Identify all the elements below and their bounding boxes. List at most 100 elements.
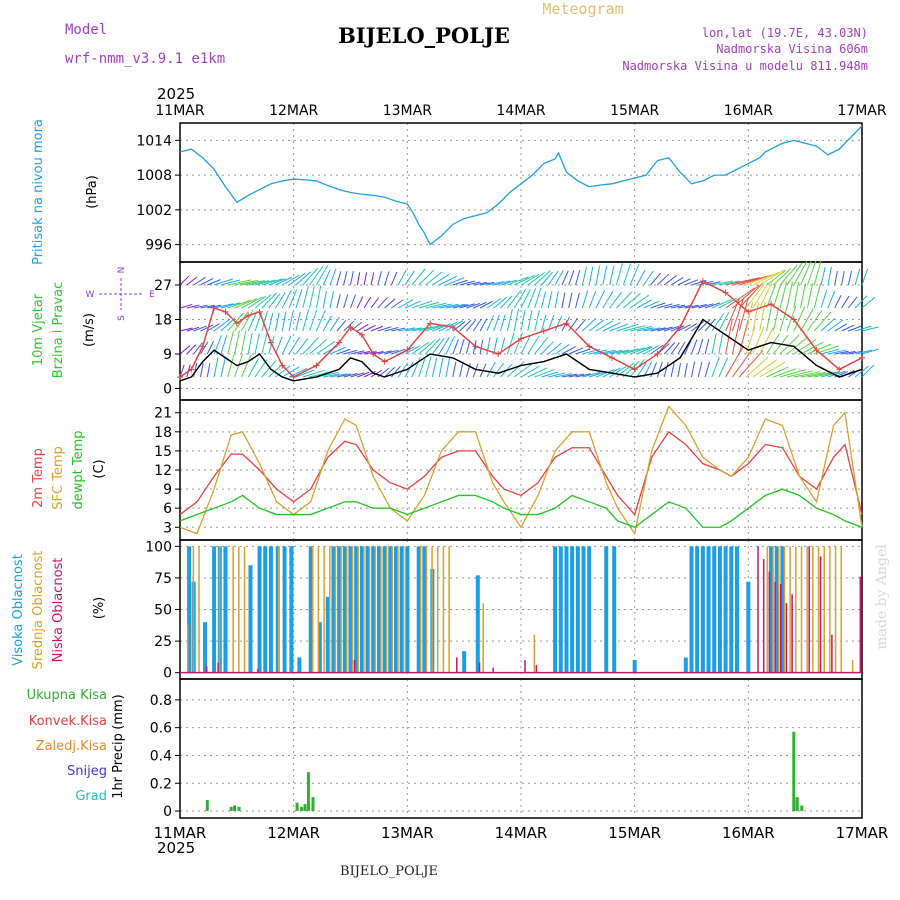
wind-arrow [302, 285, 309, 309]
wind-arrow [697, 361, 703, 378]
top-date-label: 15MAR [610, 103, 659, 119]
cloud-bar [192, 546, 195, 673]
wind-arrow [609, 291, 623, 309]
model-value: wrf-nmm_v3.9.1 e1km [65, 51, 225, 67]
wind-arrow [438, 357, 444, 378]
wind-arrow [670, 277, 684, 286]
wind-arrow [527, 310, 533, 332]
cloud-bar [723, 546, 728, 673]
wind-arrow [493, 280, 511, 286]
meteogram-label: Meteogram [542, 0, 623, 18]
wind-arrow [404, 361, 414, 378]
wind-arrow [841, 324, 855, 332]
wind-arrow [609, 349, 630, 355]
wind-arrow [397, 269, 407, 286]
wind-arrow [568, 347, 584, 355]
wind-unit: (m/s) [82, 313, 97, 347]
wind-ylabel2: Brzina i Pravac [51, 282, 66, 379]
wind-arrow [827, 319, 843, 332]
wind-arrow [684, 304, 699, 309]
wind-arrow [486, 361, 496, 378]
wind-arrow [650, 327, 666, 332]
wind-arrow [554, 344, 570, 355]
wind-arrow [363, 324, 376, 332]
wind-arrow [568, 373, 585, 378]
wind-arrow [418, 301, 440, 309]
wind-arrow [547, 342, 562, 355]
wind-arrow [459, 280, 475, 286]
cloud-bar [535, 665, 538, 673]
wind-arrow [322, 315, 332, 332]
cloud-bar [851, 660, 854, 673]
wind-arrow [677, 324, 691, 332]
wind-arrow [329, 268, 337, 286]
wind-arrow [807, 343, 832, 355]
wind-arrow [732, 284, 760, 309]
wind-arrow [507, 361, 525, 378]
wind-arrow [677, 362, 682, 378]
cloud-bar [570, 546, 575, 673]
wind-arrow [827, 266, 832, 286]
cloud-bar [689, 546, 694, 673]
cloud-bar [717, 546, 722, 673]
cloud-bar [462, 651, 467, 673]
wind-arrow [500, 295, 513, 309]
panel-wind: 0 9 18 27 [154, 260, 879, 401]
cloud-bar [397, 546, 399, 673]
wind-arrow [534, 287, 542, 309]
wind-ylabel: 10m Vjetar [31, 293, 46, 366]
wind-arrow [630, 325, 653, 332]
wind-arrow [261, 278, 283, 286]
wind-arrow [704, 338, 710, 355]
cloud-bar [772, 546, 774, 673]
wind-arrow [766, 270, 786, 286]
wind-arrow [663, 361, 669, 378]
wind-arrow [459, 303, 475, 309]
wind-arrow [520, 273, 540, 286]
wind-arrow [650, 344, 664, 355]
cloud-bar [391, 546, 394, 673]
wind-arrow [820, 318, 835, 332]
wind-arrow [616, 291, 633, 309]
wind-arrow [186, 344, 197, 355]
wind-arrow [288, 311, 294, 332]
wind-arrow [350, 294, 356, 309]
wind-arrow [220, 302, 241, 309]
wind-arrow [520, 288, 531, 309]
wind-arrow [718, 333, 724, 355]
wind-arrow [506, 308, 513, 332]
cloud-bar [311, 546, 314, 673]
wind-arrow [834, 323, 848, 332]
wind-arrow [793, 261, 808, 286]
wind-arrow [657, 326, 673, 332]
temp-unit: (C) [92, 459, 107, 478]
wind-arrow [465, 340, 471, 355]
wind-arrow [834, 270, 838, 286]
wind-arrow [725, 277, 761, 286]
compass-e: E [149, 290, 155, 300]
wind-arrow [234, 330, 240, 355]
wind-arrow [575, 292, 580, 309]
wind-arrow [370, 272, 375, 286]
wind-arrow [193, 276, 206, 286]
precip-unit: (mm) [111, 694, 126, 729]
wind-arrow [486, 281, 504, 286]
wind-arrow [357, 323, 369, 332]
cloud-bar [374, 546, 376, 673]
wind-arrow [397, 362, 409, 378]
y-tick-label: 0.6 [150, 721, 172, 737]
wind-arrow [316, 340, 336, 355]
wind-arrow [773, 368, 797, 378]
cloud-bar [359, 546, 364, 673]
y-tick-label: 0.2 [150, 776, 172, 792]
footer-title: BIJELO_POLJE [340, 864, 438, 879]
wind-arrow [738, 350, 764, 378]
wind-arrow [814, 371, 840, 378]
wind-arrow [268, 336, 275, 355]
wind-arrow [241, 296, 263, 309]
wind-arrow [431, 357, 438, 378]
wind-arrow [786, 370, 814, 378]
wind-arrow [213, 278, 234, 286]
wind-labels: 10m Vjetar Brzina i Pravac (m/s) N W E S [31, 267, 155, 379]
wind-arrow [568, 270, 575, 286]
